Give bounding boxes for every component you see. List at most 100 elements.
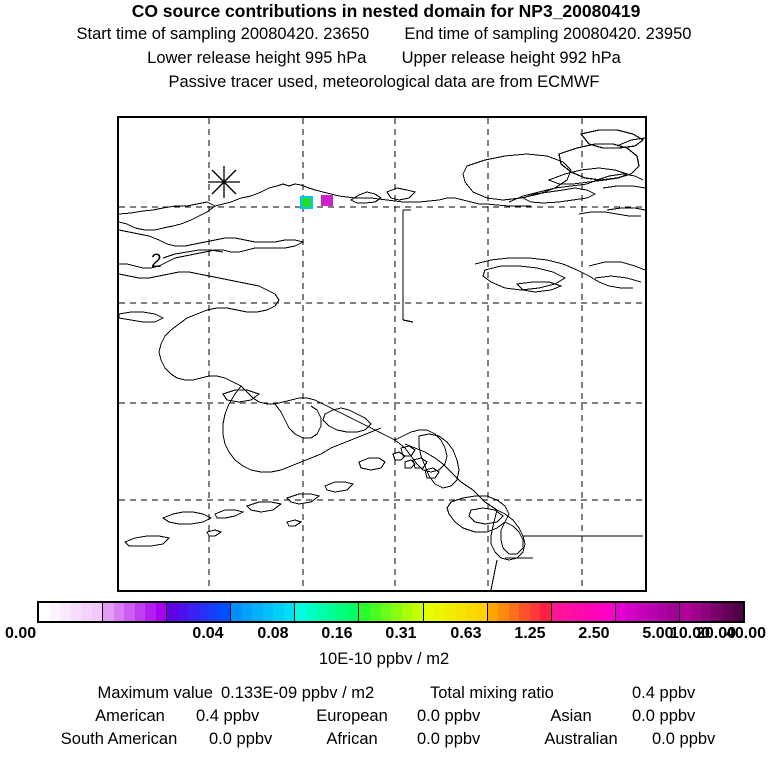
colorbar-band xyxy=(604,603,615,621)
region-value-african: 0.0 ppbv xyxy=(417,730,481,748)
colorbar-band xyxy=(316,603,327,621)
aleutian-island-1 xyxy=(161,511,213,525)
region-label-european: European xyxy=(316,707,388,725)
colorbar-segment-2 xyxy=(167,603,232,621)
start-time-label: Start time of sampling 20080420. 23650 xyxy=(76,25,370,43)
colorbar[interactable] xyxy=(37,601,745,623)
colorbar-tick-0-63: 0.63 xyxy=(450,625,482,642)
colorbar-band xyxy=(60,603,71,621)
colorbar-band xyxy=(540,603,551,621)
colorbar-band xyxy=(444,603,456,621)
arctic-southern-islands-3 xyxy=(515,281,563,293)
colorbar-band xyxy=(359,603,370,621)
colorbar-band xyxy=(209,603,220,621)
colorbar-band xyxy=(700,603,712,621)
map-region-label: 2 xyxy=(151,251,162,272)
colorbar-segment-8 xyxy=(551,603,616,621)
arctic-island-a xyxy=(349,191,382,204)
cook-inlet xyxy=(274,403,322,439)
colorbar-band xyxy=(434,603,445,621)
colorbar-band xyxy=(252,603,263,621)
map-coastline-graphic xyxy=(119,118,645,590)
colorbar-band xyxy=(572,603,584,621)
aleutian-dot-1 xyxy=(206,529,223,537)
arctic-island-f xyxy=(606,207,645,211)
colorbar-band xyxy=(498,603,509,621)
colorbar-band xyxy=(562,603,573,621)
aleutian-island-4 xyxy=(246,501,283,513)
alaska-peninsula xyxy=(222,385,382,473)
map-panel[interactable]: 2 xyxy=(117,116,647,592)
footer-row-regions-1: American 0.4 ppbv European 0.0 ppbv Asia… xyxy=(0,707,768,730)
colorbar-band xyxy=(337,603,348,621)
colorbar-band xyxy=(273,603,284,621)
bc-coast-north xyxy=(472,489,498,511)
arctic-southern-islands-4 xyxy=(588,261,645,271)
page-title: CO source contributions in nested domain… xyxy=(131,1,641,21)
max-value-label: Maximum value xyxy=(97,684,213,702)
greenland-north-lobe xyxy=(579,129,645,149)
colorbar-segment-6 xyxy=(423,603,488,621)
colorbar-band xyxy=(711,603,722,621)
colorbar-band xyxy=(657,603,669,621)
kodiak-island xyxy=(358,457,386,471)
colorbar-segment-9 xyxy=(615,603,680,621)
archipelago-4 xyxy=(404,459,416,469)
colorbar-band xyxy=(647,603,658,621)
region-value-south-american: 0.0 ppbv xyxy=(209,730,273,748)
colorbar-band xyxy=(305,603,317,621)
colorbar-tick-0-31: 0.31 xyxy=(385,625,417,642)
colorbar-band xyxy=(519,603,530,621)
colorbar-band xyxy=(49,603,61,621)
archipelago-3 xyxy=(424,467,440,479)
colorbar-band xyxy=(283,603,295,621)
alaska-seward-peninsula xyxy=(119,229,305,269)
colorbar-band xyxy=(636,603,648,621)
queen-charlotte-islands xyxy=(446,495,510,533)
region-label-asian: Asian xyxy=(550,707,592,725)
colorbar-segment-4 xyxy=(295,603,360,621)
region-value-asian: 0.0 ppbv xyxy=(632,707,696,725)
kenai-peninsula xyxy=(322,407,372,433)
colorbar-band xyxy=(369,603,381,621)
plot-header: CO source contributions in nested domain… xyxy=(0,0,768,94)
colorbar-band xyxy=(487,603,499,621)
sampling-time-row: Start time of sampling 20080420. 23650 E… xyxy=(0,22,768,46)
colorbar-band xyxy=(177,603,189,621)
max-value: 0.133E-09 ppbv / m2 xyxy=(221,684,375,702)
release-site-star-icon xyxy=(208,166,240,198)
colorbar-band xyxy=(465,603,477,621)
colorbar-band xyxy=(326,603,338,621)
colorbar-band xyxy=(219,603,231,621)
colorbar-band xyxy=(508,603,520,621)
statistics-footer: Maximum value 0.133E-09 ppbv / m2 Total … xyxy=(0,684,768,753)
colorbar-tick-0-16: 0.16 xyxy=(321,625,353,642)
colorbar-tick-labels: 0.00 0.04 0.08 0.16 0.31 0.63 1.25 2.50 5.00 10.0… xyxy=(0,625,768,645)
colorbar-band xyxy=(668,603,679,621)
colorbar-band xyxy=(113,603,125,621)
plume-cell-green xyxy=(300,196,313,209)
colorbar-segment-7 xyxy=(487,603,552,621)
colorbar-band xyxy=(167,603,178,621)
archipelago-5 xyxy=(392,451,406,461)
colorbar-band xyxy=(70,603,82,621)
colorbar-band xyxy=(241,603,253,621)
aleutian-dot-2 xyxy=(286,519,303,527)
region-value-european: 0.0 ppbv xyxy=(417,707,481,725)
total-mixing-ratio-value: 0.4 ppbv xyxy=(632,684,696,702)
alaska-west-coast xyxy=(119,271,280,387)
colorbar-band xyxy=(626,603,637,621)
arctic-southern-islands-5 xyxy=(594,275,642,283)
se-alaska-panhandle xyxy=(394,429,448,473)
region-value-american: 0.4 ppbv xyxy=(196,707,260,725)
arctic-island-g xyxy=(578,211,641,217)
colorbar-tick-0-00: 0.00 xyxy=(5,625,37,642)
colorbar-segment-0 xyxy=(39,603,104,621)
colorbar-band xyxy=(81,603,92,621)
colorbar-band xyxy=(412,603,423,621)
aleutian-island-6 xyxy=(324,481,354,493)
archipelago-2 xyxy=(412,457,428,469)
colorbar-band xyxy=(380,603,392,621)
colorbar-band xyxy=(423,603,435,621)
